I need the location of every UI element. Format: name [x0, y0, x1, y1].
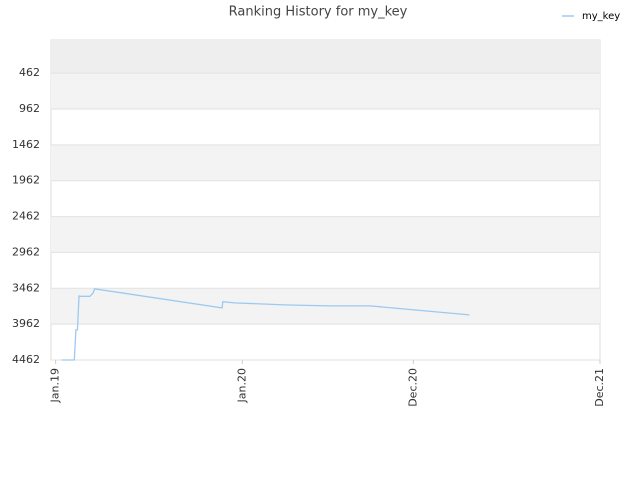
x-tick-label: Jan.19	[49, 368, 62, 403]
band	[51, 73, 600, 109]
y-tick-label: 2962	[12, 245, 40, 258]
y-tick-label: 3962	[12, 317, 40, 330]
line	[61, 288, 470, 361]
band	[51, 40, 600, 74]
y-tick-label: 4462	[12, 353, 40, 366]
legend-label: my_key	[582, 11, 620, 22]
x-tick-label: Dec.21	[593, 368, 606, 407]
y-tick-label: 2462	[12, 210, 40, 223]
chart-title: Ranking History for my_key	[229, 5, 408, 20]
y-tick-label: 1462	[12, 138, 40, 151]
x-tick-label: Jan.20	[235, 368, 248, 403]
band	[51, 216, 600, 253]
y-tick-label: 462	[19, 66, 40, 79]
y-tick-label: 3462	[12, 281, 40, 294]
band	[51, 144, 600, 181]
y-tick-label: 1962	[12, 174, 40, 187]
y-tick-label: 962	[19, 102, 40, 115]
x-tick-label: Dec.20	[406, 368, 419, 407]
